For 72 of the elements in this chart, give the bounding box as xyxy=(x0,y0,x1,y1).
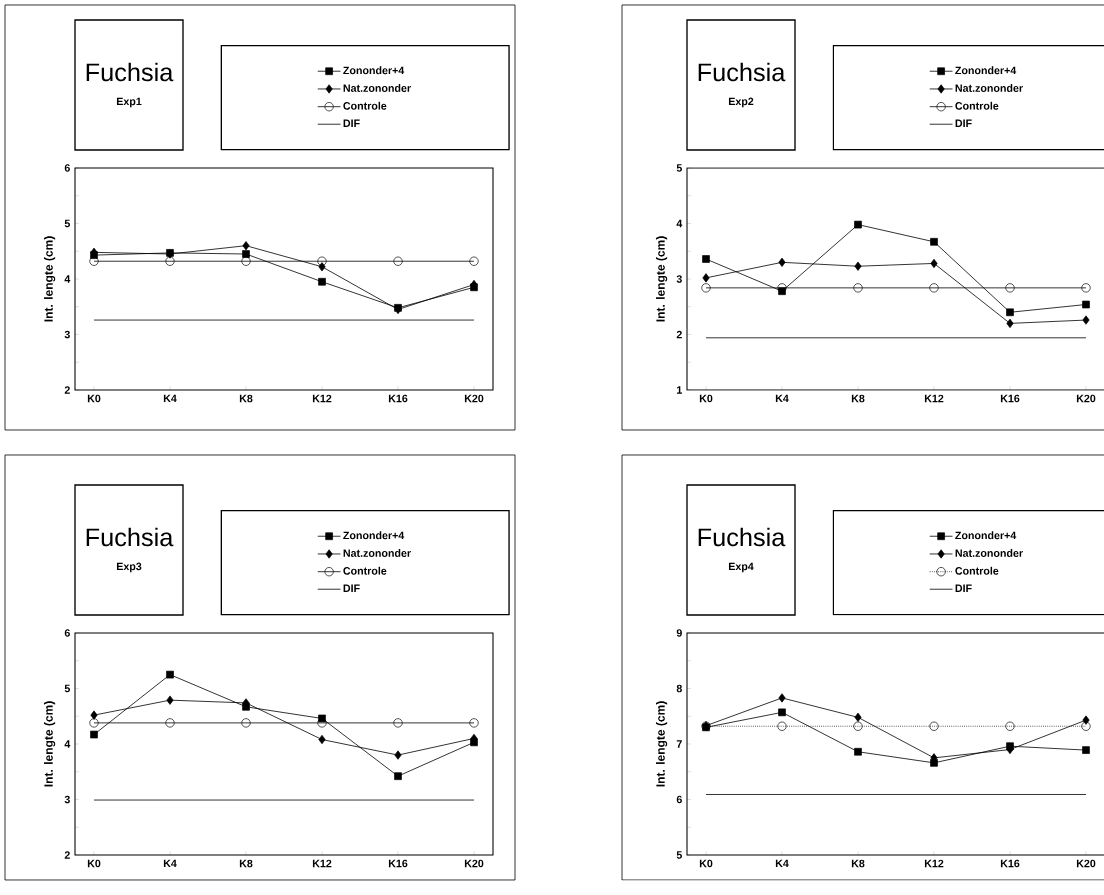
chart-subtitle: Exp4 xyxy=(728,562,754,573)
y-tick-label: 5 xyxy=(676,164,682,172)
x-tick-label: K12 xyxy=(924,859,944,868)
legend-label: Controle xyxy=(343,566,387,575)
x-tick-label: K4 xyxy=(163,394,177,403)
x-tick-label: K20 xyxy=(1076,394,1096,403)
y-tick-label: 6 xyxy=(64,629,70,637)
y-tick-label: 1 xyxy=(677,386,682,394)
legend-label: Zononder+4 xyxy=(955,531,1017,540)
x-tick-label: K20 xyxy=(464,394,484,403)
x-tick-label: K12 xyxy=(924,394,944,403)
x-tick-label: K16 xyxy=(388,394,408,403)
y-tick-label: 3 xyxy=(64,330,70,339)
y-tick-label: 2 xyxy=(64,851,70,859)
y-axis-title: Int. lengte (cm) xyxy=(655,236,668,322)
legend-label: Zononder+4 xyxy=(955,66,1017,75)
legend-label: Nat.zononder xyxy=(955,84,1023,92)
y-tick-label: 6 xyxy=(676,795,682,804)
y-tick-label: 5 xyxy=(64,684,70,693)
y-tick-label: 2 xyxy=(676,330,682,339)
legend-label: Controle xyxy=(343,101,387,110)
legend-label: DIF xyxy=(343,584,360,592)
x-tick-label: K4 xyxy=(775,394,789,403)
y-tick-label: 4 xyxy=(64,740,71,748)
legend-label: Nat.zononder xyxy=(955,549,1023,557)
y-tick-label: 6 xyxy=(64,164,70,172)
y-tick-label: 3 xyxy=(64,795,70,804)
y-tick-label: 5 xyxy=(676,851,682,859)
y-tick-label: 9 xyxy=(676,629,682,637)
x-tick-label: K0 xyxy=(87,394,101,403)
x-tick-label: K0 xyxy=(699,394,713,403)
x-tick-label: K0 xyxy=(87,859,101,868)
legend-label: Nat.zononder xyxy=(343,84,411,92)
legend-label: Zononder+4 xyxy=(343,66,405,75)
x-tick-label: K8 xyxy=(851,394,865,403)
y-tick-label: 2 xyxy=(64,386,70,394)
chart-title: Fuchsia xyxy=(698,527,786,547)
chart-subtitle: Exp3 xyxy=(116,562,142,573)
x-tick-label: K12 xyxy=(312,859,332,868)
x-tick-label: K16 xyxy=(1000,859,1020,868)
legend-label: DIF xyxy=(343,119,360,127)
chart-title: Fuchsia xyxy=(698,62,786,82)
chart-title: Fuchsia xyxy=(86,62,174,82)
legend-label: DIF xyxy=(955,584,972,592)
x-tick-label: K4 xyxy=(775,859,789,868)
x-tick-label: K4 xyxy=(163,859,177,868)
chart-subtitle: Exp2 xyxy=(728,97,754,108)
y-tick-label: 4 xyxy=(676,219,683,228)
y-axis-title: Int. lengte (cm) xyxy=(43,701,56,787)
y-axis-title: Int. lengte (cm) xyxy=(43,236,56,322)
chart-subtitle: Exp1 xyxy=(116,97,142,108)
legend-label: DIF xyxy=(955,119,972,127)
x-tick-label: K8 xyxy=(851,859,865,868)
legend-label: Controle xyxy=(955,101,999,110)
y-tick-label: 7 xyxy=(676,740,682,748)
y-tick-label: 8 xyxy=(676,684,682,693)
legend-label: Zononder+4 xyxy=(343,531,405,540)
x-tick-label: K16 xyxy=(388,859,408,868)
x-tick-label: K20 xyxy=(1076,859,1096,868)
legend-label: Controle xyxy=(955,566,999,575)
x-tick-label: K20 xyxy=(464,859,484,868)
x-tick-label: K12 xyxy=(312,394,332,403)
x-tick-label: K8 xyxy=(239,859,253,868)
x-tick-label: K0 xyxy=(699,859,713,868)
y-tick-label: 5 xyxy=(64,219,70,228)
x-tick-label: K8 xyxy=(239,394,253,403)
y-tick-label: 3 xyxy=(676,275,682,283)
y-tick-label: 4 xyxy=(64,275,71,283)
legend-label: Nat.zononder xyxy=(343,549,411,557)
y-axis-title: Int. lengte (cm) xyxy=(655,701,668,787)
x-tick-label: K16 xyxy=(1000,394,1020,403)
chart-title: Fuchsia xyxy=(86,527,174,547)
